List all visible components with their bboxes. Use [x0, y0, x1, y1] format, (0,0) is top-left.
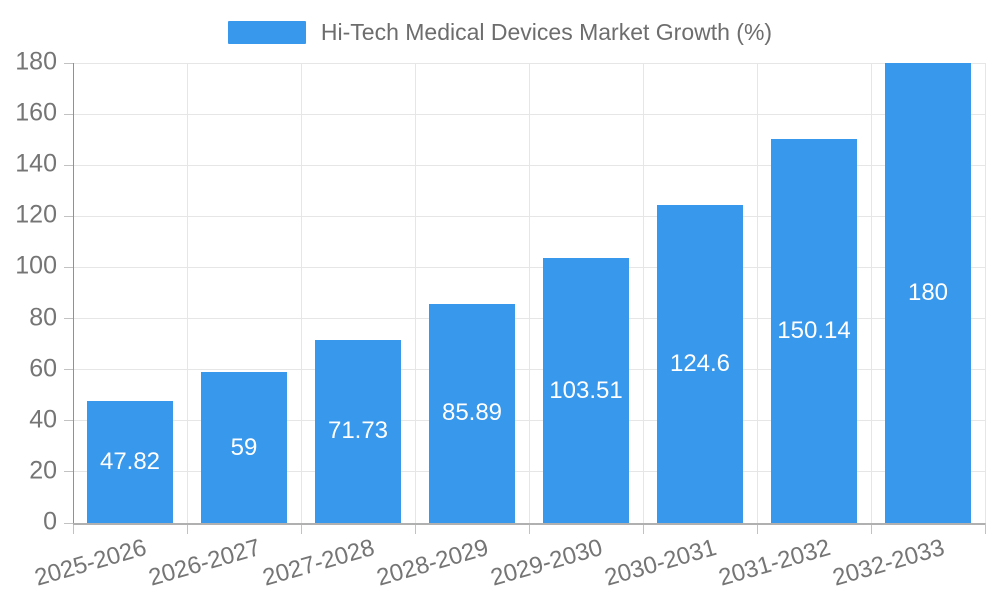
vertical-gridline: [300, 63, 302, 523]
x-axis-tick: [756, 523, 758, 534]
vertical-gridline: [756, 63, 758, 523]
bar-value-label: 124.6: [669, 349, 731, 377]
y-axis-tick-label: 60: [29, 353, 57, 382]
x-axis-tick: [72, 523, 74, 534]
x-axis-tick: [984, 523, 986, 534]
plot-area: 0 20 40 60 80 100 120 140 160 180 47.82 2025-2026 59…: [15, 47, 986, 592]
legend-item[interactable]: Hi-Tech Medical Devices Market Growth (%…: [227, 19, 773, 46]
x-axis-tick: [642, 523, 644, 534]
y-axis-tick-label: 100: [15, 251, 57, 280]
y-axis-tick-label: 80: [29, 302, 57, 331]
y-axis-tick-label: 120: [15, 200, 57, 229]
vertical-gridline: [528, 63, 530, 523]
legend-label: Hi-Tech Medical Devices Market Growth (%…: [320, 19, 773, 45]
x-axis-line: [73, 523, 985, 525]
bar[interactable]: 124.6: [657, 204, 743, 523]
y-axis-tick: [64, 369, 73, 371]
bar[interactable]: 71.73: [315, 339, 401, 523]
x-axis-tick: [870, 523, 872, 534]
y-axis-tick-label: 40: [29, 405, 57, 434]
bar-value-label: 47.82: [99, 447, 161, 475]
y-axis-tick: [64, 522, 73, 524]
y-axis-tick: [64, 62, 73, 64]
legend-swatch: [227, 21, 306, 44]
y-axis-tick: [64, 113, 73, 115]
legend: Hi-Tech Medical Devices Market Growth (%…: [0, 19, 1000, 46]
y-axis-tick: [64, 420, 73, 422]
bar[interactable]: 103.51: [543, 258, 629, 523]
x-axis-tick: [300, 523, 302, 534]
vertical-gridline: [186, 63, 188, 523]
bar-value-label: 85.89: [441, 399, 503, 427]
y-axis-tick-label: 160: [15, 98, 57, 127]
y-axis-tick: [64, 471, 73, 473]
y-axis-tick: [64, 164, 73, 166]
y-axis-tick: [64, 215, 73, 217]
y-axis-tick: [64, 266, 73, 268]
bar-value-label: 103.51: [549, 376, 623, 404]
bar-value-label: 71.73: [327, 417, 389, 445]
y-axis-tick-label: 20: [29, 456, 57, 485]
bar[interactable]: 85.89: [429, 303, 515, 523]
vertical-gridline: [414, 63, 416, 523]
x-axis-tick: [186, 523, 188, 534]
bar-value-label: 180: [907, 279, 949, 306]
x-axis-tick: [414, 523, 416, 534]
y-axis-line: [73, 63, 74, 523]
y-axis-tick-label: 0: [43, 507, 57, 536]
y-axis-tick-label: 140: [15, 149, 57, 178]
vertical-gridline: [870, 63, 872, 523]
bar[interactable]: 180: [885, 63, 971, 523]
bar-value-label: 59: [230, 433, 258, 461]
bar-value-label: 150.14: [777, 317, 851, 345]
bar[interactable]: 47.82: [87, 400, 173, 523]
y-axis-tick: [64, 318, 73, 320]
y-axis-tick-label: 180: [15, 47, 57, 76]
bar[interactable]: 59: [201, 372, 287, 523]
vertical-gridline: [642, 63, 644, 523]
vertical-gridline: [984, 63, 986, 523]
bar[interactable]: 150.14: [771, 139, 857, 523]
x-axis-tick: [528, 523, 530, 534]
